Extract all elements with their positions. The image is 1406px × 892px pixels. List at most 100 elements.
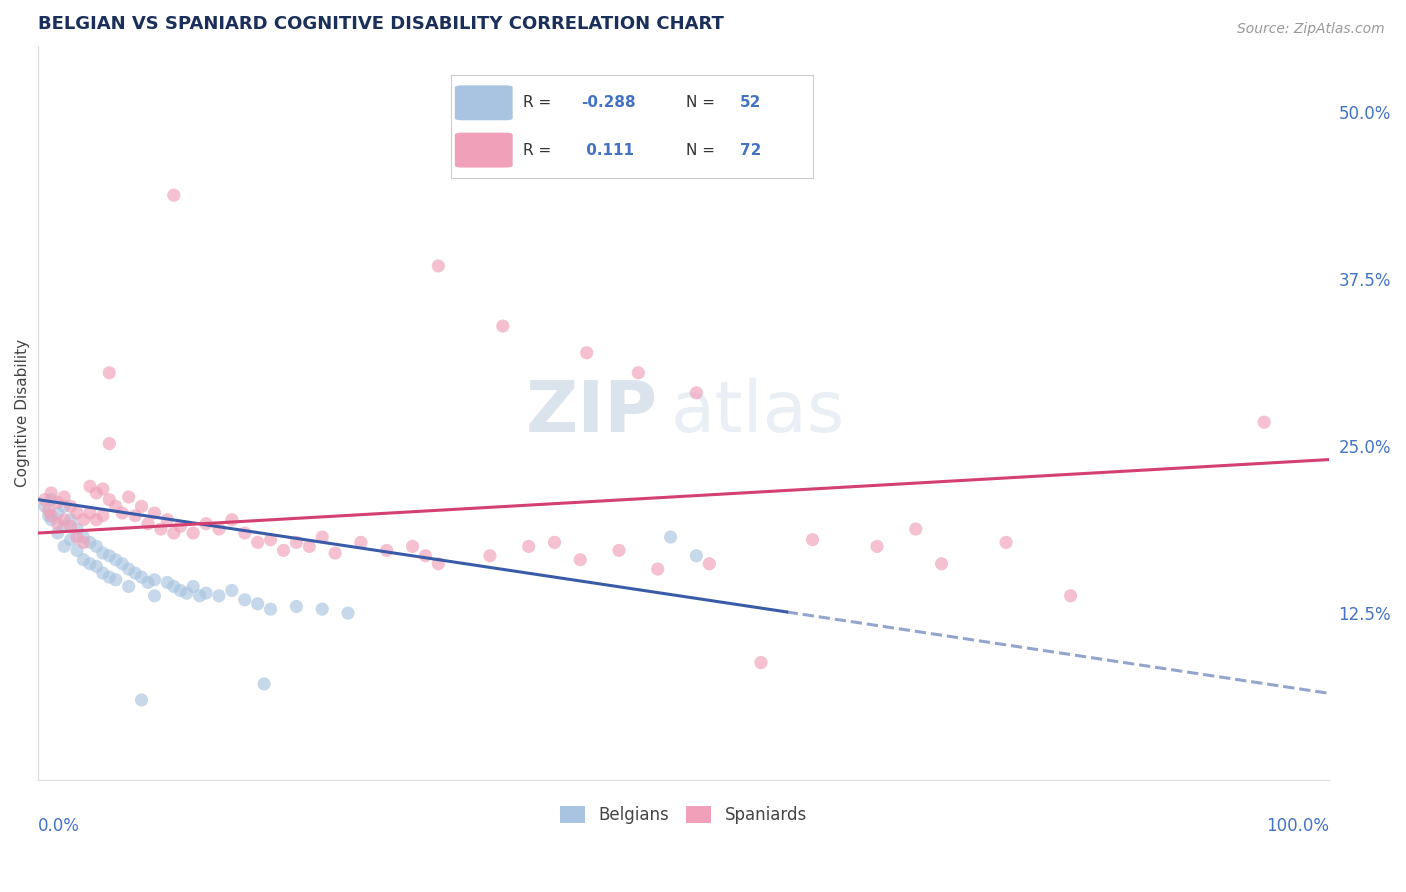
Legend: Belgians, Spaniards: Belgians, Spaniards: [554, 799, 813, 830]
Point: [233, 592, 256, 607]
Point: [311, 530, 333, 544]
Point: [136, 516, 159, 531]
Point: [298, 540, 321, 554]
Point: [323, 546, 346, 560]
Point: [208, 522, 231, 536]
Point: [337, 606, 360, 620]
Point: [53, 540, 76, 554]
Point: [39, 508, 62, 523]
Point: [259, 602, 281, 616]
Point: [53, 500, 76, 514]
Point: [188, 589, 211, 603]
Point: [98, 366, 121, 380]
Point: [53, 519, 76, 533]
Point: [118, 490, 141, 504]
Point: [91, 482, 114, 496]
Point: [104, 573, 127, 587]
Point: [697, 557, 720, 571]
Point: [543, 535, 565, 549]
Point: [34, 500, 56, 514]
Point: [427, 557, 450, 571]
Point: [285, 599, 308, 614]
Point: [427, 259, 450, 273]
Point: [627, 366, 650, 380]
Point: [79, 479, 101, 493]
Point: [86, 486, 108, 500]
Point: [169, 519, 191, 533]
Point: [176, 586, 198, 600]
Point: [38, 508, 60, 523]
Point: [931, 557, 953, 571]
Point: [415, 549, 437, 563]
Point: [98, 492, 121, 507]
Point: [136, 575, 159, 590]
Point: [79, 535, 101, 549]
Point: [195, 586, 218, 600]
Point: [647, 562, 669, 576]
Point: [72, 535, 94, 549]
Point: [46, 495, 69, 509]
Point: [98, 436, 121, 450]
Point: [208, 589, 231, 603]
Point: [34, 492, 56, 507]
Text: BELGIAN VS SPANIARD COGNITIVE DISABILITY CORRELATION CHART: BELGIAN VS SPANIARD COGNITIVE DISABILITY…: [38, 15, 724, 33]
Point: [156, 513, 179, 527]
Point: [143, 573, 166, 587]
Point: [195, 516, 218, 531]
Point: [72, 553, 94, 567]
Point: [259, 533, 281, 547]
Point: [91, 566, 114, 580]
Point: [98, 570, 121, 584]
Point: [59, 533, 82, 547]
Point: [253, 677, 276, 691]
Point: [143, 506, 166, 520]
Point: [221, 583, 243, 598]
Point: [59, 513, 82, 527]
Point: [569, 553, 592, 567]
Point: [246, 535, 269, 549]
Point: [749, 656, 772, 670]
Point: [111, 506, 134, 520]
Point: [149, 522, 172, 536]
Point: [79, 557, 101, 571]
Point: [104, 553, 127, 567]
Point: [91, 508, 114, 523]
Point: [124, 508, 146, 523]
Point: [124, 566, 146, 580]
Point: [46, 506, 69, 520]
Point: [181, 526, 204, 541]
Point: [39, 492, 62, 507]
Point: [53, 513, 76, 527]
Point: [685, 385, 707, 400]
Text: 0.0%: 0.0%: [38, 817, 80, 835]
Point: [104, 500, 127, 514]
Point: [143, 589, 166, 603]
Point: [86, 540, 108, 554]
Point: [46, 526, 69, 541]
Point: [59, 519, 82, 533]
Y-axis label: Cognitive Disability: Cognitive Disability: [15, 339, 30, 487]
Text: 100.0%: 100.0%: [1265, 817, 1329, 835]
Point: [156, 575, 179, 590]
Point: [221, 513, 243, 527]
Point: [517, 540, 540, 554]
Point: [866, 540, 889, 554]
Point: [91, 546, 114, 560]
Point: [273, 543, 295, 558]
Point: [478, 549, 501, 563]
Point: [72, 513, 94, 527]
Point: [118, 579, 141, 593]
Point: [163, 526, 186, 541]
Point: [66, 530, 89, 544]
Point: [659, 530, 682, 544]
Point: [607, 543, 630, 558]
Point: [181, 579, 204, 593]
Point: [53, 490, 76, 504]
Point: [79, 506, 101, 520]
Point: [285, 535, 308, 549]
Point: [169, 583, 191, 598]
Point: [311, 602, 333, 616]
Point: [233, 526, 256, 541]
Point: [72, 530, 94, 544]
Point: [401, 540, 423, 554]
